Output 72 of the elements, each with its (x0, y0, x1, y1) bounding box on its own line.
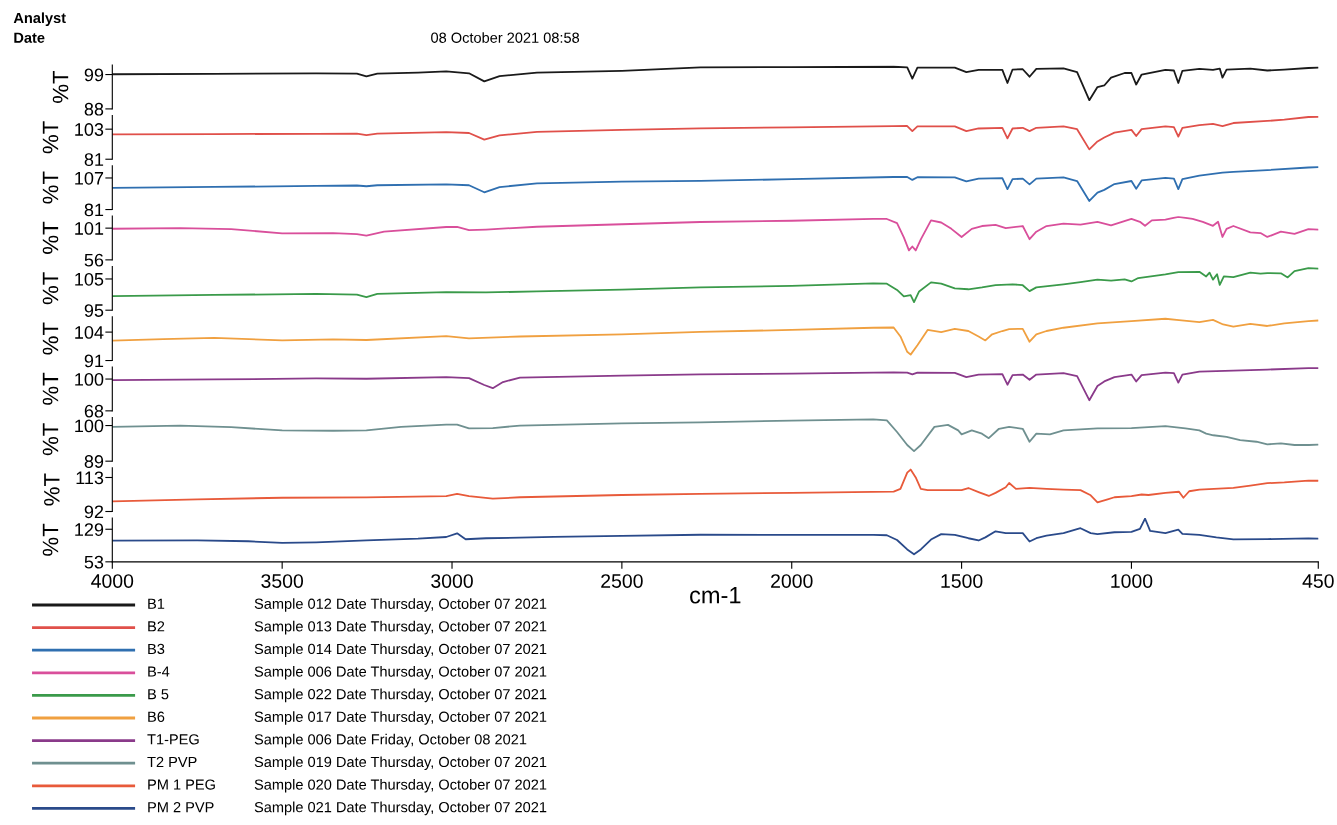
line-series (112, 267, 1319, 303)
y-axis-title: %T (42, 322, 59, 355)
text: T1-PEG (147, 734, 199, 745)
x-tick-label: 4000 (91, 574, 134, 588)
line-series (112, 216, 1319, 252)
line-series (112, 166, 1319, 202)
line-series (112, 317, 1319, 356)
y-axis-title: %T (44, 473, 60, 506)
text: Analyst (13, 12, 66, 26)
x-tick-label: 3500 (261, 574, 304, 588)
text: PM 1 PEG (148, 779, 215, 790)
y-axis-title: %T (42, 372, 59, 405)
y-tick-label: 104 (75, 326, 104, 339)
y-tick-label: 95 (84, 304, 104, 317)
text: Sample 020 Date Thursday, October 07 2021 (254, 779, 547, 793)
y-tick-label: 92 (84, 505, 104, 519)
line-series (112, 115, 1319, 151)
y-tick-label: 81 (84, 153, 104, 166)
y-axis-title: %T (42, 272, 59, 305)
y-axis-title: %T (42, 221, 59, 254)
line-series (112, 468, 1319, 504)
y-tick-label: 113 (76, 471, 104, 485)
text: Sample 021 Date Thursday, October 07 2021 (254, 801, 547, 816)
y-tick-label: 105 (75, 272, 104, 286)
y-axis-title: %T (42, 171, 59, 204)
text: Sample 022 Date Thursday, October 07 2021 (254, 688, 547, 703)
y-tick-label: 56 (84, 253, 104, 267)
y-axis-title: %T (52, 70, 69, 103)
y-tick-label: 129 (75, 523, 104, 536)
x-axis-title: cm-1 (690, 587, 741, 604)
text: T2 PVP (147, 756, 197, 767)
y-tick-label: 88 (84, 102, 104, 116)
text: Sample 017 Date Thursday, October 07 2021 (254, 711, 547, 725)
text: Sample 006 Date Friday, October 08 2021 (254, 733, 527, 748)
y-tick-label: 91 (84, 354, 104, 368)
x-tick-label: 2500 (601, 574, 643, 588)
y-tick-label: 100 (75, 419, 104, 433)
x-tick-label: 450 (1302, 574, 1334, 588)
text: Sample 019 Date Thursday, October 07 2021 (254, 756, 547, 770)
y-tick-label: 68 (84, 404, 104, 418)
y-tick-label: 101 (75, 222, 104, 235)
text: B-4 (148, 666, 170, 677)
text: Sample 012 Date Thursday, October 07 2021 (254, 598, 547, 612)
y-axis-title: %T (42, 423, 59, 456)
y-tick-label: 81 (84, 203, 104, 217)
x-tick-label: 2000 (771, 574, 813, 588)
text: Date (14, 32, 45, 43)
text: Sample 006 Date Thursday, October 07 2021 (254, 666, 547, 680)
x-tick-label: 1500 (941, 574, 983, 588)
y-axis-title: %T (42, 523, 59, 556)
text: Sample 013 Date Thursday, October 07 2021 (254, 620, 547, 635)
y-axis-title: %T (42, 121, 59, 154)
y-tick-label: 99 (84, 68, 104, 82)
text: B6 (148, 711, 165, 722)
text: 08 October 2021 08:58 (431, 32, 580, 43)
text: PM 2 PVP (148, 801, 214, 813)
line-series (112, 65, 1319, 102)
y-tick-label: 89 (84, 455, 104, 468)
text: B2 (148, 621, 165, 632)
line-series (112, 418, 1319, 453)
y-tick-label: 103 (75, 123, 104, 136)
y-tick-label: 107 (75, 171, 104, 185)
line-series (112, 367, 1319, 402)
y-tick-label: 53 (84, 555, 104, 569)
text: Sample 014 Date Thursday, October 07 2021 (254, 643, 547, 657)
x-tick-label: 3000 (431, 574, 473, 588)
line-series (112, 518, 1319, 556)
text: B3 (148, 643, 165, 655)
text: B 5 (148, 689, 169, 700)
text: B1 (148, 598, 165, 609)
x-tick-label: 1000 (1111, 574, 1153, 588)
y-tick-label: 100 (75, 372, 104, 386)
